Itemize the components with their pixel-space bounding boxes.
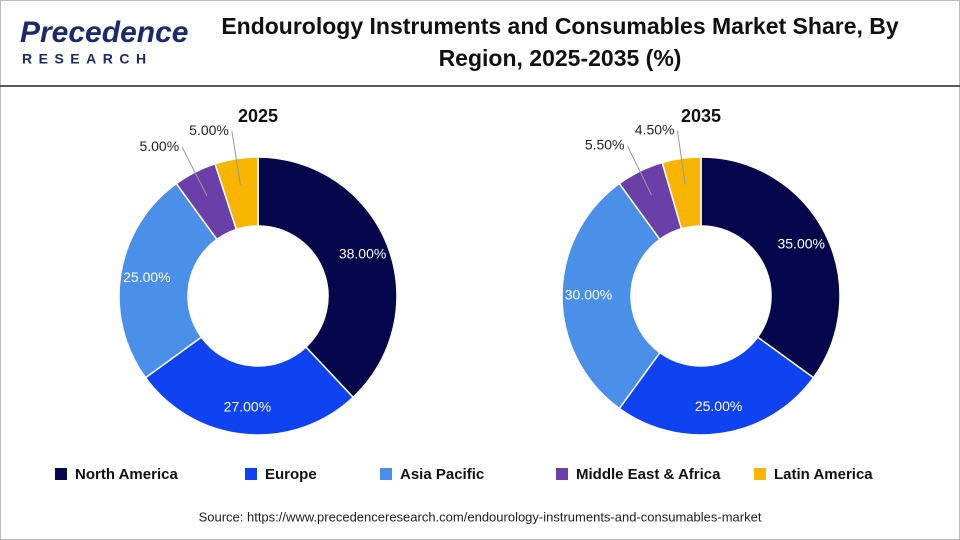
legend-label: North America [75, 466, 178, 483]
value-label: 5.00% [139, 138, 179, 154]
value-label: 5.50% [585, 137, 625, 153]
logo-tagline: RESEARCH [22, 51, 153, 67]
leader-line [676, 130, 686, 185]
logo-name: Precedence [20, 16, 188, 49]
legend-swatch [556, 468, 568, 480]
legend-label: Middle East & Africa [576, 466, 721, 483]
logo: Precedence RESEARCH [20, 16, 188, 67]
value-label: 27.00% [224, 399, 271, 415]
legend-swatch [55, 468, 67, 480]
slice [257, 156, 398, 399]
slice [700, 156, 841, 379]
chart-title: 2035 [681, 106, 721, 126]
value-label: 25.00% [123, 269, 170, 285]
legend-label: Asia Pacific [400, 466, 484, 483]
slice [214, 156, 259, 231]
value-label: 35.00% [777, 236, 824, 252]
value-label: 25.00% [695, 398, 742, 414]
legend-label: Europe [265, 466, 317, 483]
slice [144, 336, 355, 436]
legend-swatch [380, 468, 392, 480]
leader-line [181, 146, 208, 196]
legend-label: Latin America [774, 466, 873, 483]
leader-line [231, 130, 241, 185]
chart-title: 2025 [238, 106, 278, 126]
legend-swatch [245, 468, 257, 480]
leader-line [627, 145, 652, 196]
slice [661, 156, 702, 230]
slice [561, 182, 661, 410]
source: Source: https://www.precedenceresearch.c… [199, 509, 762, 524]
value-label: 38.00% [339, 245, 386, 261]
slice [118, 182, 218, 379]
value-label: 5.00% [189, 122, 229, 138]
slice [618, 336, 815, 436]
value-label: 30.00% [565, 287, 612, 303]
title: Endourology Instruments and Consumables … [221, 13, 899, 71]
legend-swatch [754, 468, 766, 480]
value-label: 4.50% [635, 121, 675, 137]
